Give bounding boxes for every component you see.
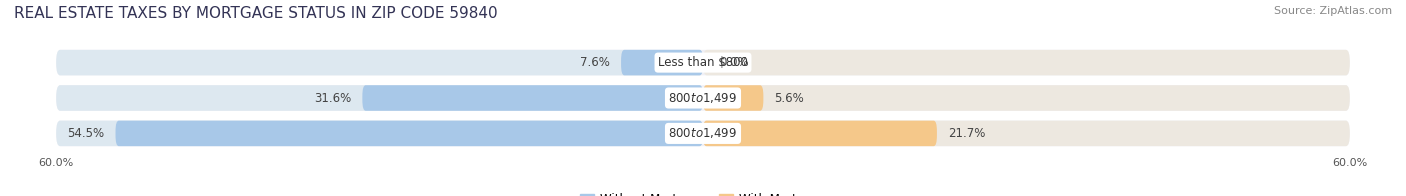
FancyBboxPatch shape: [115, 121, 703, 146]
Text: $800 to $1,499: $800 to $1,499: [668, 126, 738, 140]
FancyBboxPatch shape: [703, 121, 1350, 146]
FancyBboxPatch shape: [56, 121, 1350, 146]
Text: 31.6%: 31.6%: [315, 92, 352, 104]
FancyBboxPatch shape: [363, 85, 703, 111]
FancyBboxPatch shape: [703, 85, 763, 111]
Text: 5.6%: 5.6%: [775, 92, 804, 104]
Text: Source: ZipAtlas.com: Source: ZipAtlas.com: [1274, 6, 1392, 16]
Text: REAL ESTATE TAXES BY MORTGAGE STATUS IN ZIP CODE 59840: REAL ESTATE TAXES BY MORTGAGE STATUS IN …: [14, 6, 498, 21]
FancyBboxPatch shape: [56, 50, 1350, 75]
FancyBboxPatch shape: [703, 50, 1350, 75]
Text: $800 to $1,499: $800 to $1,499: [668, 91, 738, 105]
FancyBboxPatch shape: [56, 85, 1350, 111]
Legend: Without Mortgage, With Mortgage: Without Mortgage, With Mortgage: [575, 188, 831, 196]
FancyBboxPatch shape: [56, 85, 703, 111]
FancyBboxPatch shape: [703, 121, 936, 146]
Text: 0.0%: 0.0%: [720, 56, 749, 69]
FancyBboxPatch shape: [56, 50, 703, 75]
Text: 7.6%: 7.6%: [581, 56, 610, 69]
Text: Less than $800: Less than $800: [658, 56, 748, 69]
Text: 21.7%: 21.7%: [948, 127, 986, 140]
Text: 54.5%: 54.5%: [67, 127, 104, 140]
FancyBboxPatch shape: [56, 121, 703, 146]
FancyBboxPatch shape: [621, 50, 703, 75]
FancyBboxPatch shape: [703, 85, 1350, 111]
